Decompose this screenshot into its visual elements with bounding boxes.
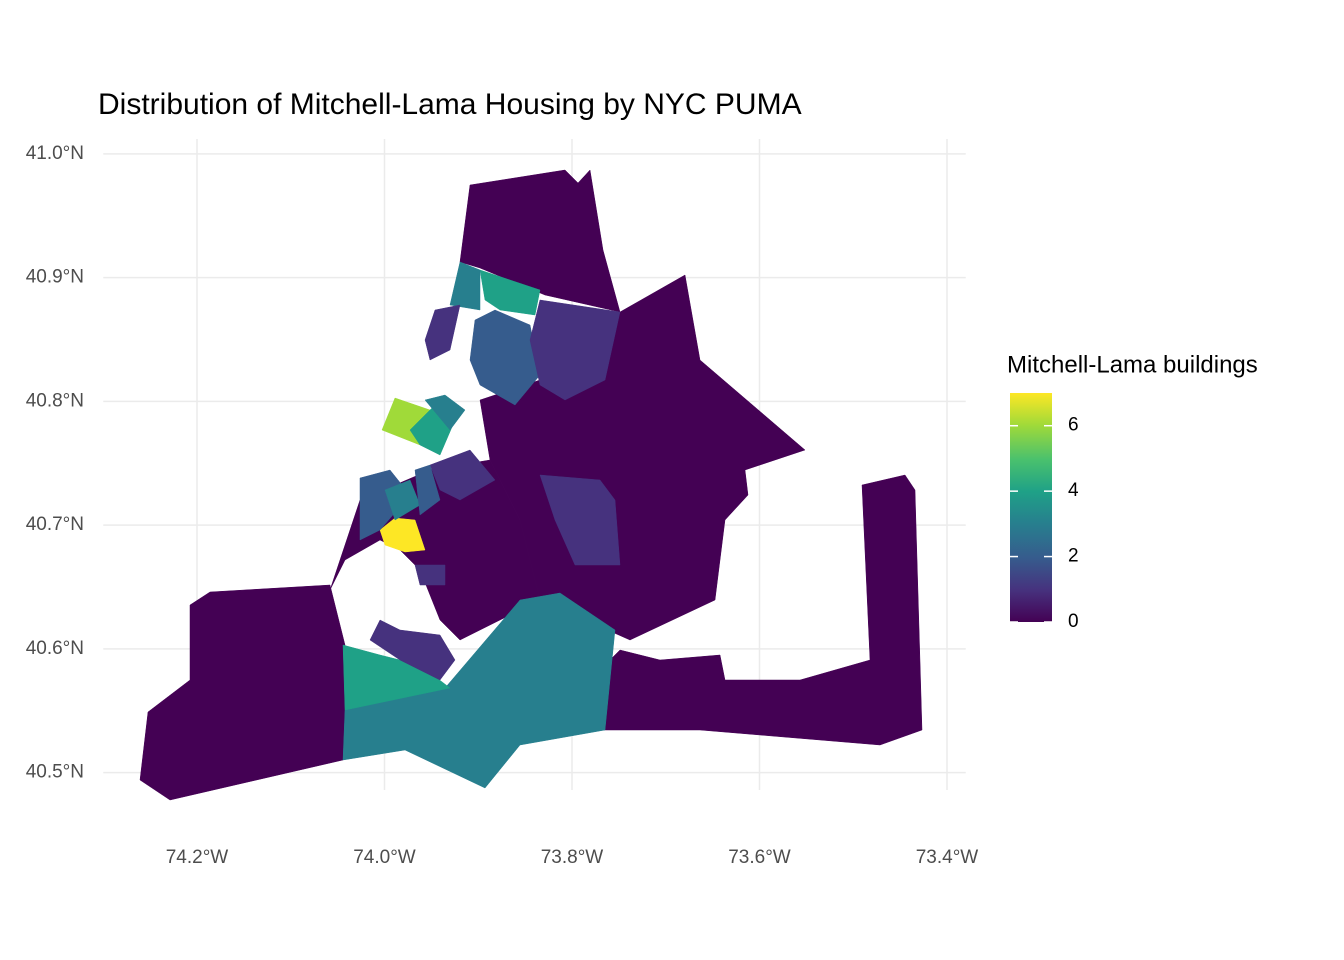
x-tick-label: 74.0°W (353, 847, 416, 868)
puma-region (414, 564, 446, 586)
y-tick-label: 40.8°N (26, 390, 84, 411)
chart-title: Distribution of Mitchell-Lama Housing by… (98, 88, 802, 121)
legend-tick-label: 6 (1068, 415, 1079, 436)
legend-tick-label: 4 (1068, 480, 1079, 501)
legend-title: Mitchell-Lama buildings (1007, 351, 1258, 378)
y-tick-label: 41.0°N (26, 143, 84, 164)
legend-tick-label: 0 (1068, 611, 1079, 632)
puma-region (459, 169, 621, 313)
puma-region (449, 261, 481, 311)
puma-region (414, 464, 441, 516)
puma-region (599, 474, 923, 746)
puma-region (429, 449, 496, 501)
puma-region (139, 584, 346, 801)
x-tick-label: 73.4°W (916, 847, 979, 868)
colorbar (1010, 393, 1052, 622)
puma-region (369, 619, 456, 681)
puma-region (342, 592, 616, 789)
puma-region (479, 269, 541, 316)
x-tick-label: 74.2°W (166, 847, 229, 868)
legend-tick-label: 2 (1068, 546, 1079, 567)
puma-region (539, 474, 621, 566)
y-tick-label: 40.6°N (26, 638, 84, 659)
y-tick-label: 40.9°N (26, 267, 84, 288)
puma-region (424, 304, 461, 361)
x-tick-label: 73.6°W (728, 847, 791, 868)
y-tick-label: 40.7°N (26, 514, 84, 535)
puma-region (529, 299, 621, 401)
puma-region (424, 394, 466, 431)
x-tick-label: 73.8°W (541, 847, 604, 868)
y-tick-label: 40.5°N (26, 762, 84, 783)
puma-region (469, 309, 541, 406)
